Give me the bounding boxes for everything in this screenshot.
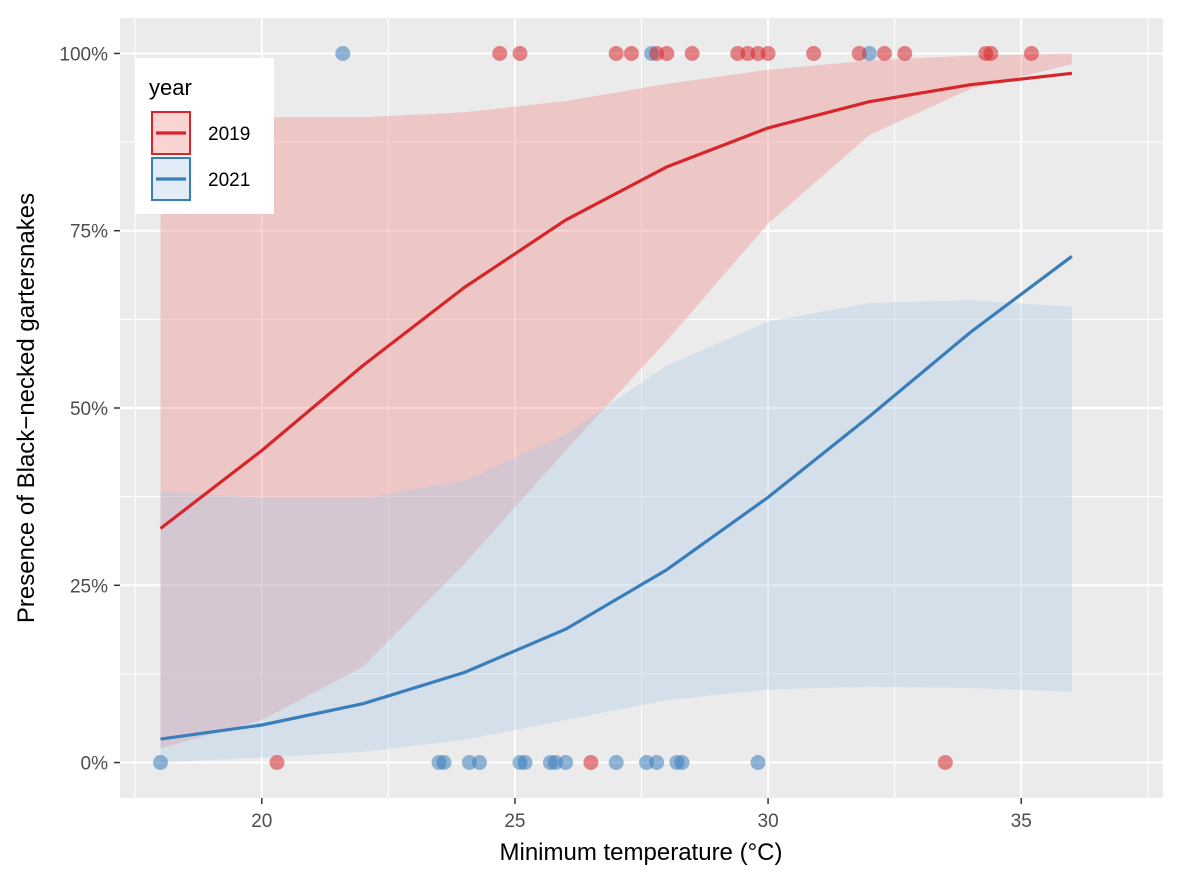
point-2019 [1023, 46, 1039, 61]
point-2019 [877, 46, 892, 61]
x-axis-title: Minimum temperature (°C) [500, 839, 783, 866]
point-2019 [608, 46, 624, 61]
point-2021 [517, 755, 533, 770]
ribbon-2019 [160, 53, 1072, 749]
fit-line-2021 [160, 255, 1073, 741]
point-2019 [684, 46, 700, 61]
point-2021 [608, 755, 624, 770]
point-2021 [472, 755, 487, 770]
legend-label-2021: 2021 [208, 170, 250, 191]
legend-label-2019: 2019 [208, 124, 250, 145]
x-tick-label: 30 [758, 811, 779, 832]
x-tick-label: 25 [504, 811, 525, 832]
ribbon-2021 [160, 300, 1072, 763]
point-2019 [583, 755, 599, 770]
point-2019 [937, 755, 953, 770]
major-gridlines [120, 18, 1163, 798]
y-tick-label: 75% [70, 222, 108, 243]
legend-box [135, 58, 274, 214]
fit-lines [159, 71, 1073, 741]
legend-title: year [149, 75, 192, 100]
y-tick-label: 0% [81, 754, 109, 775]
point-2021 [558, 755, 574, 770]
point-2021 [335, 46, 351, 61]
point-2019 [897, 46, 913, 61]
fit-line-2019 [159, 71, 1073, 530]
data-points [153, 46, 1039, 770]
point-2021 [674, 755, 690, 770]
y-tick-label: 100% [59, 44, 108, 65]
confidence-ribbons [160, 53, 1072, 763]
point-2019 [512, 46, 528, 61]
point-2019 [760, 46, 776, 61]
y-tick-label: 50% [70, 399, 108, 420]
point-2019 [623, 46, 639, 61]
point-2019 [492, 46, 508, 61]
point-2019 [851, 46, 867, 61]
point-2021 [750, 755, 766, 770]
x-tick-label: 20 [251, 811, 272, 832]
point-2019 [659, 46, 675, 61]
point-2019 [269, 755, 285, 770]
point-2021 [649, 755, 665, 770]
x-tick-label: 35 [1011, 811, 1032, 832]
y-tick-label: 25% [70, 576, 108, 597]
y-axis-title: Presence of Black−necked gartersnakes [13, 193, 40, 623]
point-2019 [983, 46, 999, 61]
y-axis: 0% 25% 50% 75% 100% [59, 44, 120, 775]
x-axis: 20 25 30 35 [251, 798, 1032, 832]
point-2021 [153, 755, 168, 770]
point-2019 [806, 46, 822, 61]
legend: year 2019 2021 [135, 58, 274, 214]
point-2021 [436, 755, 452, 770]
